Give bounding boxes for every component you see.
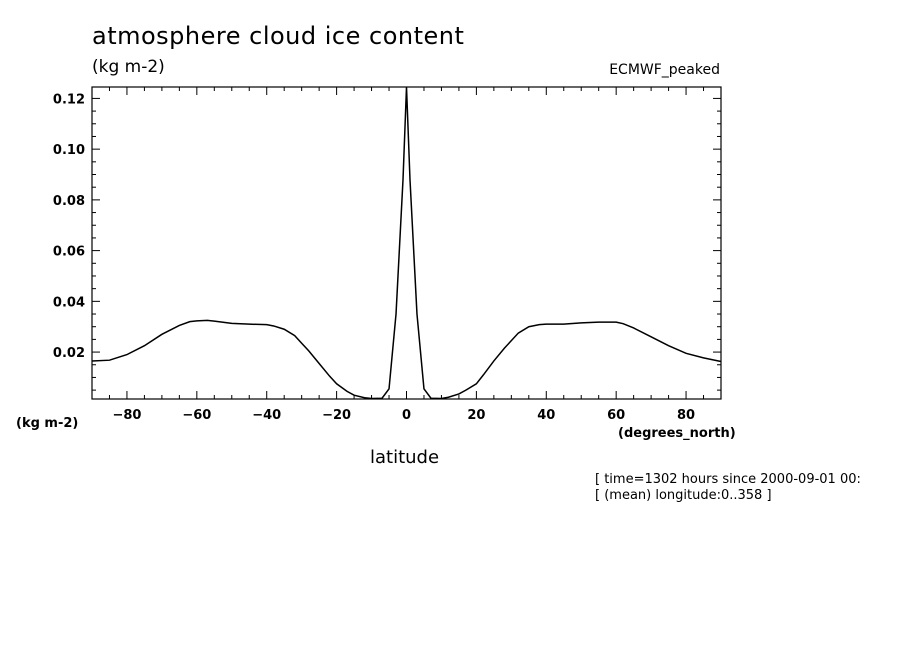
x-tick-label: 80 <box>677 408 695 423</box>
y-tick-label: 0.12 <box>53 92 85 107</box>
x-tick-label: 0 <box>402 408 411 423</box>
x-tick-label: 20 <box>467 408 485 423</box>
x-axis-units: (degrees_north) <box>618 426 736 441</box>
x-tick-label: −40 <box>252 408 281 423</box>
x-axis-label: latitude <box>370 447 440 468</box>
chart-units: (kg m-2) <box>92 57 165 77</box>
x-tick-label: −20 <box>322 408 351 423</box>
x-tick-label: −80 <box>112 408 141 423</box>
time-annotation: [ time=1302 hours since 2000-09-01 00: <box>595 472 861 487</box>
chart-title: atmosphere cloud ice content <box>92 22 465 50</box>
y-tick-label: 0.04 <box>53 295 85 310</box>
y-tick-label: 0.06 <box>53 245 85 260</box>
x-tick-label: 40 <box>537 408 555 423</box>
y-tick-label: 0.02 <box>53 346 85 361</box>
plot-frame <box>91 86 722 400</box>
y-tick-label: 0.08 <box>53 194 85 209</box>
dataset-label: ECMWF_peaked <box>609 62 720 78</box>
series-line <box>91 86 722 400</box>
axis-tick-labels: −80 −60 −40 −20 0 20 40 60 80 0.02 0.04 0.06 0.08 0.1… <box>53 92 695 423</box>
x-tick-label: 60 <box>607 408 625 423</box>
x-tick-label: −60 <box>182 408 211 423</box>
axis-ticks <box>91 87 722 399</box>
y-axis-units: (kg m-2) <box>16 416 79 431</box>
y-tick-label: 0.10 <box>53 143 85 158</box>
longitude-annotation: [ (mean) longitude:0..358 ] <box>595 488 772 503</box>
